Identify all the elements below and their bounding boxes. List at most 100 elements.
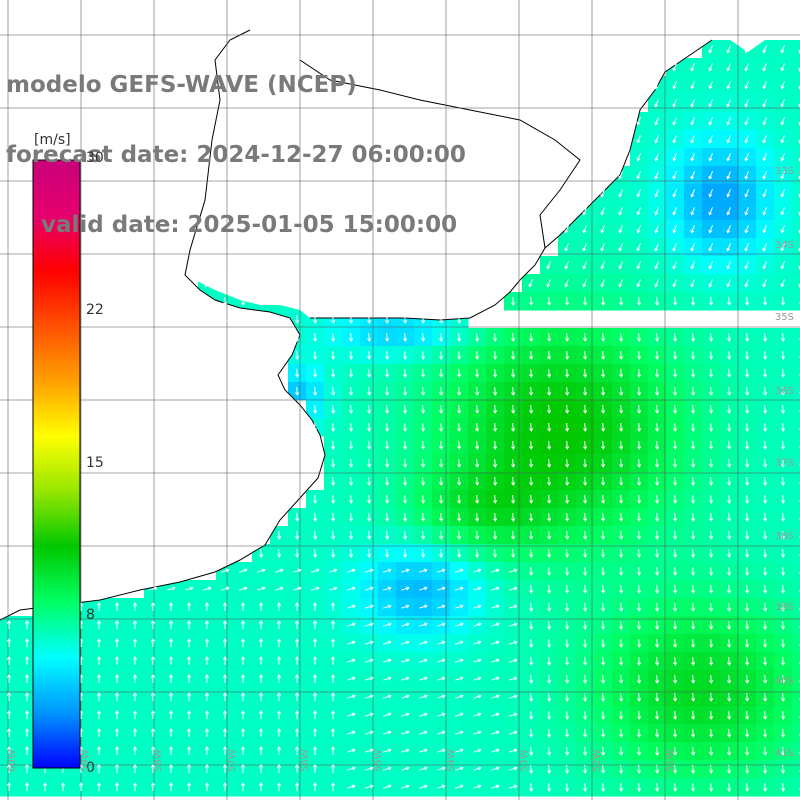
wind-arrow (221, 586, 230, 591)
wind-arrow (365, 622, 374, 627)
wind-arrow (455, 694, 464, 699)
wind-arrow (781, 440, 786, 450)
wind-arrow (565, 764, 570, 774)
wind-arrow (709, 710, 714, 720)
wind-arrow (691, 710, 696, 720)
wind-arrow (365, 568, 374, 573)
wind-arrow (258, 692, 264, 701)
wind-arrow (583, 566, 588, 576)
wind-arrow (349, 404, 354, 414)
wind-arrow (437, 640, 446, 645)
wind-arrow (583, 404, 588, 414)
wind-arrow (383, 748, 392, 753)
wind-arrow (637, 728, 642, 738)
wind-arrow (547, 386, 552, 396)
wind-arrow (547, 350, 552, 360)
wind-arrow (168, 638, 174, 647)
wind-arrow (565, 458, 570, 468)
wind-arrow (473, 604, 482, 609)
wind-arrow (655, 746, 660, 756)
wind-arrow (222, 656, 228, 665)
wind-arrow (222, 764, 228, 773)
wind-arrow (511, 422, 516, 432)
wind-cell (792, 58, 800, 77)
wind-arrow (565, 332, 570, 342)
wind-arrow (763, 782, 768, 792)
wind-arrow (455, 730, 464, 735)
wind-arrow (655, 368, 660, 378)
wind-arrow (619, 584, 624, 594)
wind-arrow (691, 530, 696, 540)
wind-arrow (367, 314, 372, 324)
wind-arrow (347, 568, 356, 573)
wind-arrow (564, 243, 569, 252)
wind-arrow (401, 586, 410, 591)
wind-arrow (745, 512, 750, 522)
wind-arrow (419, 676, 428, 681)
wind-arrow (186, 728, 192, 737)
wind-arrow (673, 494, 678, 504)
wind-arrow (708, 279, 713, 288)
wind-arrow (509, 694, 518, 699)
wind-arrow (331, 332, 336, 342)
wind-arrow (619, 494, 624, 504)
wind-arrow (601, 530, 606, 540)
wind-arrow (601, 404, 606, 414)
wind-arrow (24, 746, 30, 755)
wind-arrow (150, 620, 156, 629)
map-title: modelo GEFS-WAVE (NCEP) forecast date: 2… (6, 28, 466, 261)
wind-arrow (763, 764, 768, 774)
wind-arrow (276, 656, 282, 665)
wind-arrow (475, 512, 480, 522)
wind-arrow (763, 512, 768, 522)
land-brazil-tip (730, 0, 800, 52)
wind-arrow (439, 332, 444, 342)
wind-arrow (601, 512, 606, 522)
wind-arrow (365, 748, 374, 753)
wind-arrow (277, 314, 282, 324)
wind-arrow (726, 81, 731, 90)
wind-arrow (654, 207, 659, 216)
wind-arrow (259, 548, 264, 558)
wind-arrow (383, 586, 392, 591)
wind-arrow (419, 748, 428, 753)
wind-arrow (475, 530, 480, 540)
wind-arrow (312, 656, 318, 665)
wind-arrow (727, 692, 732, 702)
wind-arrow (673, 692, 678, 702)
wind-arrow (331, 350, 336, 360)
wind-arrow (601, 728, 606, 738)
wind-arrow (457, 314, 462, 324)
wind-arrow (655, 728, 660, 738)
wind-arrow (437, 676, 446, 681)
wind-arrow (583, 584, 588, 594)
wind-arrow (529, 674, 534, 684)
wind-arrow (401, 622, 410, 627)
wind-arrow (673, 440, 678, 450)
wind-arrow (509, 586, 518, 591)
wind-arrow (726, 45, 731, 54)
lat-label: 33S (774, 166, 794, 177)
wind-arrow (691, 602, 696, 612)
wind-arrow (727, 404, 732, 414)
wind-arrow (437, 784, 446, 789)
wind-arrow (583, 548, 588, 558)
wind-arrow (781, 386, 786, 396)
wind-arrow (672, 279, 677, 288)
wind-cell (792, 634, 800, 653)
wind-arrow (673, 566, 678, 576)
wind-arrow (24, 728, 30, 737)
wind-arrow (150, 764, 156, 773)
wind-arrow (636, 261, 641, 270)
wind-arrow (655, 530, 660, 540)
wind-arrow (493, 494, 498, 504)
wind-arrow (582, 207, 587, 216)
lon-label: 59W (80, 749, 91, 772)
wind-arrow (204, 620, 210, 629)
wind-arrow (529, 368, 534, 378)
wind-arrow (672, 243, 677, 252)
wind-arrow (583, 674, 588, 684)
wind-arrow (473, 658, 482, 663)
wind-arrow (204, 692, 210, 701)
wind-cell (792, 436, 800, 455)
